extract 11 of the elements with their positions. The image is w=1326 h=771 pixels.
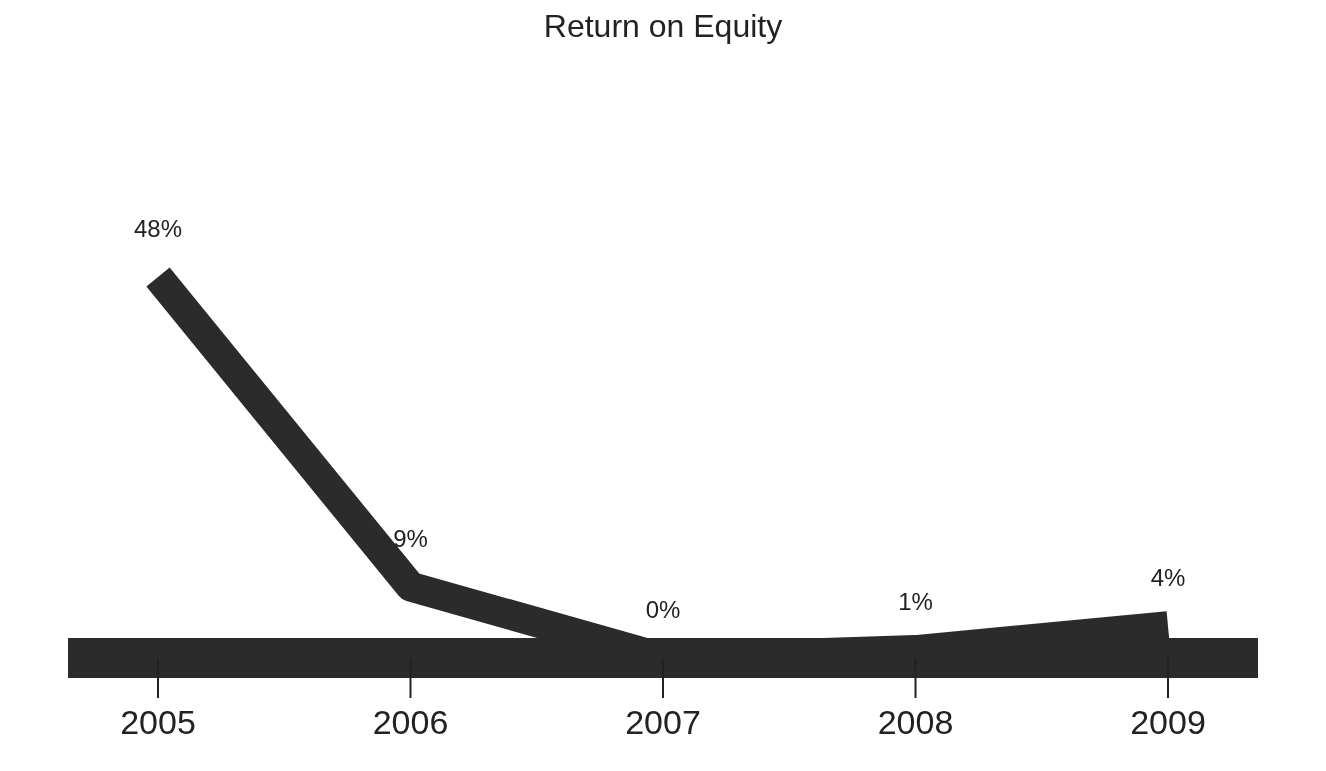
data-label: 4%	[1150, 564, 1186, 592]
chart-title: Return on Equity	[542, 8, 784, 46]
data-label: 0%	[645, 596, 681, 623]
x-tick-label: 2007	[625, 703, 701, 742]
data-label: 1%	[898, 588, 933, 616]
x-tick-label: 2009	[1130, 703, 1206, 742]
data-label: 48%	[133, 215, 183, 243]
x-tick-label: 2008	[877, 703, 954, 742]
x-tick-label: 2005	[120, 703, 196, 742]
data-label: 9%	[393, 524, 428, 552]
x-tick-label: 2006	[372, 703, 449, 742]
